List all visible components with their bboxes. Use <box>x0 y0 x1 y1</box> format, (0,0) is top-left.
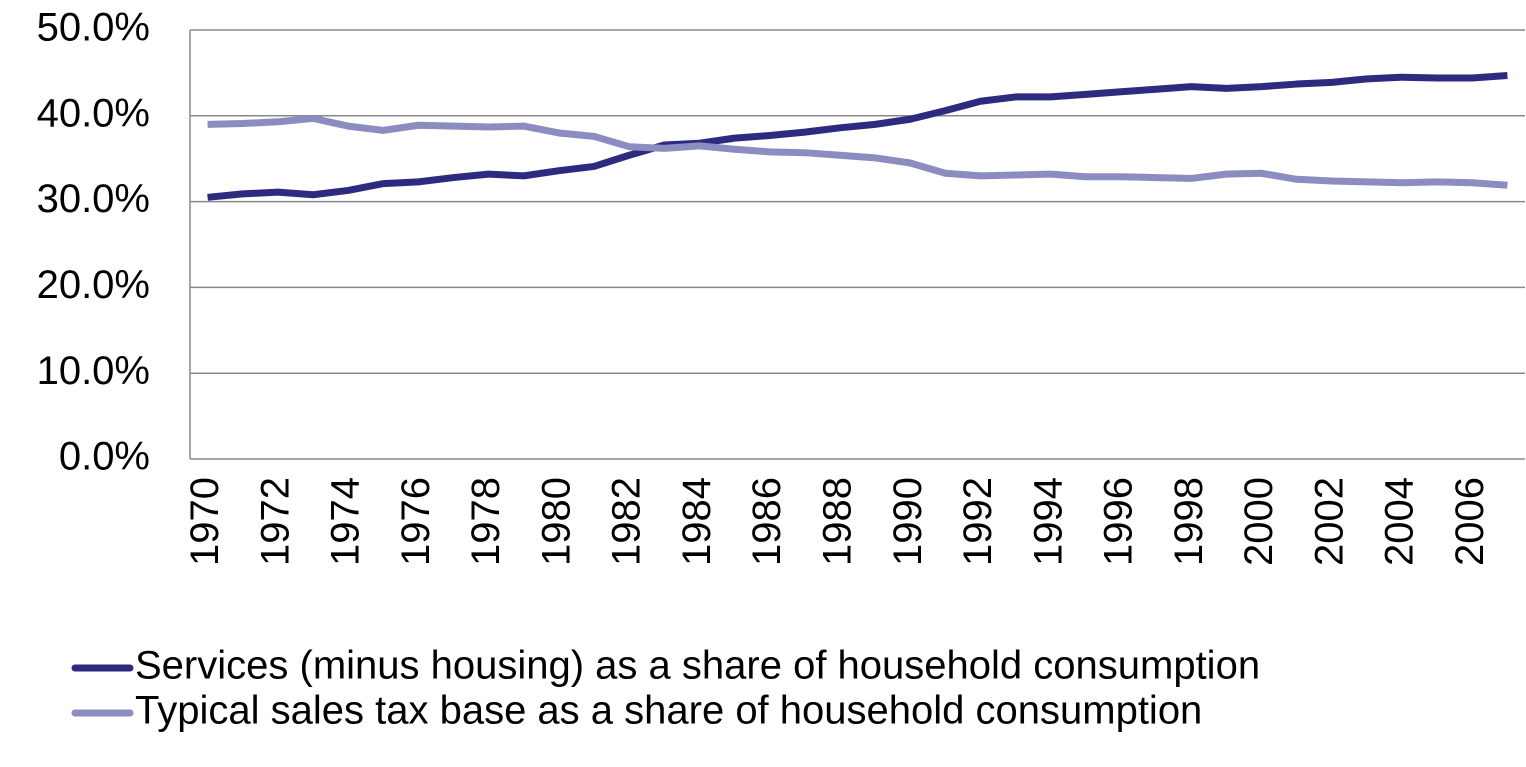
x-tick-label: 1990 <box>886 477 930 566</box>
x-tick-label: 1982 <box>605 477 649 566</box>
x-tick-label: 2000 <box>1237 477 1281 566</box>
x-tick-label: 1994 <box>1026 477 1070 566</box>
x-tick-label: 1996 <box>1097 477 1141 566</box>
x-tick-label: 2006 <box>1448 477 1492 566</box>
x-tick-label: 1980 <box>534 477 578 566</box>
x-tick-label: 1992 <box>956 477 1000 566</box>
x-tick-label: 1976 <box>394 477 438 566</box>
y-tick-label: 40.0% <box>37 91 150 135</box>
x-tick-label: 1988 <box>815 477 859 566</box>
x-tick-label: 1978 <box>464 477 508 566</box>
x-tick-label: 2004 <box>1378 477 1422 566</box>
y-tick-label: 0.0% <box>59 435 150 479</box>
y-tick-label: 50.0% <box>37 6 150 50</box>
legend-label: Typical sales tax base as a share of hou… <box>135 689 1202 733</box>
x-tick-label: 1998 <box>1167 477 1211 566</box>
series-line <box>207 114 1508 189</box>
y-tick-label: 10.0% <box>37 349 150 393</box>
x-tick-label: 1970 <box>183 477 227 566</box>
y-tick-label: 20.0% <box>37 263 150 307</box>
x-tick-label: 1986 <box>745 477 789 566</box>
x-tick-label: 1984 <box>675 477 719 566</box>
legend-label: Services (minus housing) as a share of h… <box>135 644 1260 688</box>
series-line <box>207 71 1508 201</box>
x-tick-label: 2002 <box>1307 477 1351 566</box>
x-tick-label: 1974 <box>324 477 368 566</box>
y-tick-label: 30.0% <box>37 177 150 221</box>
x-tick-label: 1972 <box>253 477 297 566</box>
